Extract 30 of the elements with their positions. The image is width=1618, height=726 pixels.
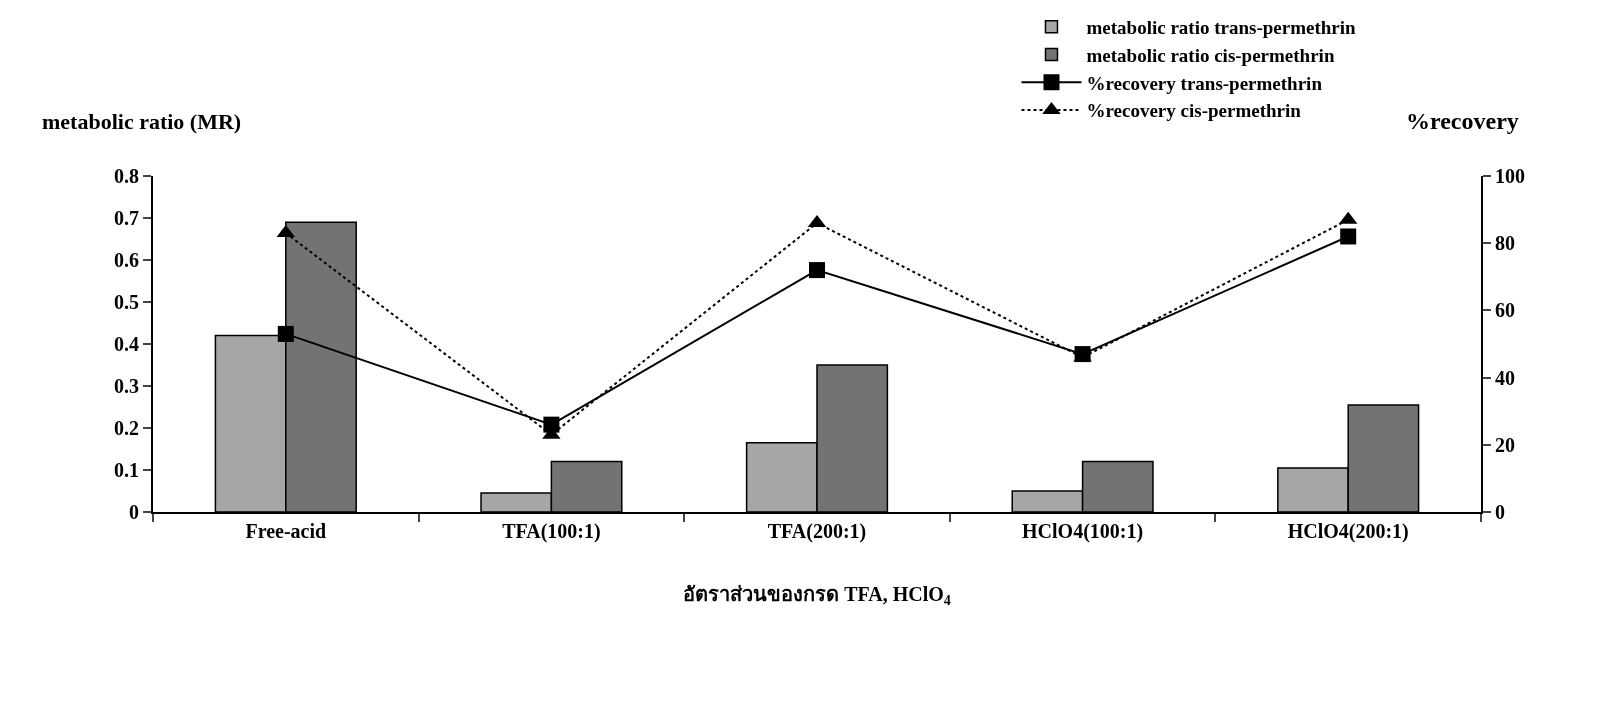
x-tick-label: TFA(100:1)	[502, 520, 601, 543]
y-axis-title: metabolic ratio (MR)	[42, 109, 242, 134]
point	[277, 325, 294, 342]
y-tick-label: 0.7	[114, 207, 139, 229]
y2-tick-label: 40	[1495, 366, 1515, 389]
y2-tick-label: 100	[1495, 165, 1525, 187]
legend-label: %recovery trans-permethrin	[1086, 72, 1323, 94]
x-tick-label: HClO4(100:1)	[1022, 520, 1144, 543]
y-tick-label: 0.4	[114, 333, 139, 355]
y2-tick-label: 60	[1495, 299, 1515, 322]
y-tick-label: 0.1	[114, 459, 139, 481]
y2-tick-label: 0	[1495, 501, 1505, 523]
point	[809, 262, 825, 279]
y-tick-label: 0.6	[114, 249, 139, 271]
y-tick-label: 0.3	[114, 375, 139, 397]
x-tick-label: Free-acid	[245, 520, 327, 542]
point	[1340, 228, 1357, 245]
legend-label: metabolic ratio cis-permethrin	[1086, 44, 1335, 66]
legend-label: %recovery cis-permethrin	[1086, 100, 1302, 122]
x-tick-label: TFA(200:1)	[767, 520, 867, 543]
y-tick-label: 0	[129, 501, 139, 523]
legend-label: metabolic ratio trans-permethrin	[1086, 17, 1357, 39]
y-tick-label: 0.2	[114, 417, 139, 439]
x-tick-label: HClO4(200:1)	[1287, 520, 1409, 543]
y-tick-label: 0.8	[114, 165, 139, 187]
y2-axis-title: %recovery	[1406, 108, 1519, 134]
x-axis-title: อัตราส่วนของกรด TFA, HClO$_{4}$	[683, 583, 951, 609]
y2-tick-label: 80	[1495, 232, 1515, 255]
y2-tick-label: 20	[1495, 433, 1515, 456]
y-tick-label: 0.5	[114, 291, 139, 313]
